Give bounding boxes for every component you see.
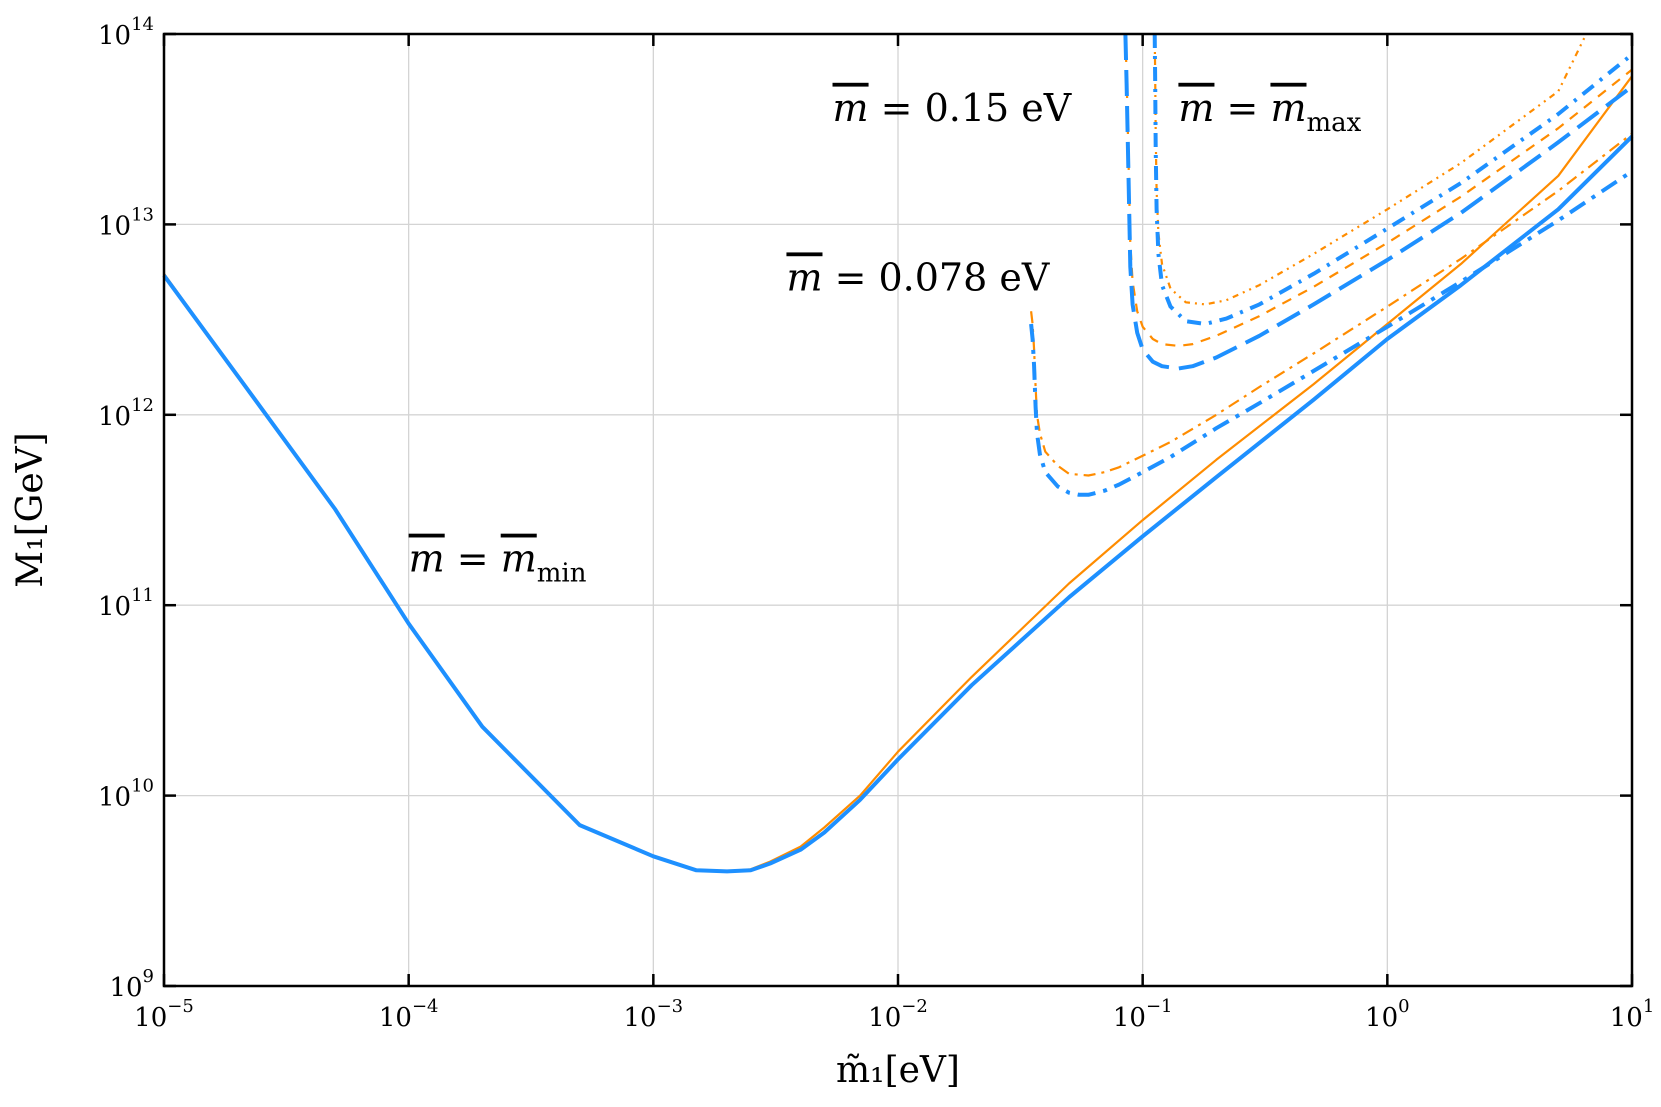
annotation-m078: m = 0.078 eV <box>786 255 1049 299</box>
y-tick-label: 1011 <box>98 585 154 622</box>
series-line-7 <box>1153 33 1588 306</box>
y-tick-label: 1010 <box>98 776 154 813</box>
y-tick-labels: 109 1010 1011 1012 1013 1014 <box>98 14 154 1003</box>
annotation-mmin: m = mmin <box>409 537 587 589</box>
series-group <box>162 33 1634 874</box>
annotations: m = mmin m = 0.078 eV m = 0.15 eV m = mmax <box>409 86 1362 589</box>
annotation-m015: m = 0.15 eV <box>833 86 1072 130</box>
series-line-4 <box>1029 169 1634 497</box>
y-axis-label: M₁[GeV] <box>10 432 51 587</box>
x-tick-label: 10−2 <box>868 996 928 1033</box>
y-tick-label: 1012 <box>98 395 154 432</box>
x-tick-label: 10−5 <box>134 996 194 1033</box>
x-tick-label: 101 <box>1610 996 1655 1033</box>
x-tick-label: 100 <box>1365 996 1410 1033</box>
series-line-5 <box>1124 33 1633 347</box>
x-tick-label: 10−1 <box>1113 996 1173 1033</box>
series-line-8 <box>1152 33 1634 326</box>
y-tick-label: 1014 <box>98 14 154 51</box>
series-line-3 <box>1030 132 1633 477</box>
y-tick-label: 1013 <box>98 204 154 241</box>
annotation-mmax: m = mmax <box>1178 86 1361 138</box>
x-axis-label: m̃₁[eV] <box>836 1050 960 1091</box>
ticks <box>162 32 1634 988</box>
x-tick-label: 10−4 <box>379 996 439 1033</box>
y-tick-label: 109 <box>109 966 154 1003</box>
x-tick-labels: 10−5 10−4 10−3 10−2 10−1 100 101 <box>134 996 1654 1033</box>
x-tick-label: 10−3 <box>624 996 684 1033</box>
series-line-2 <box>162 134 1634 874</box>
series-line-6 <box>1123 33 1634 371</box>
